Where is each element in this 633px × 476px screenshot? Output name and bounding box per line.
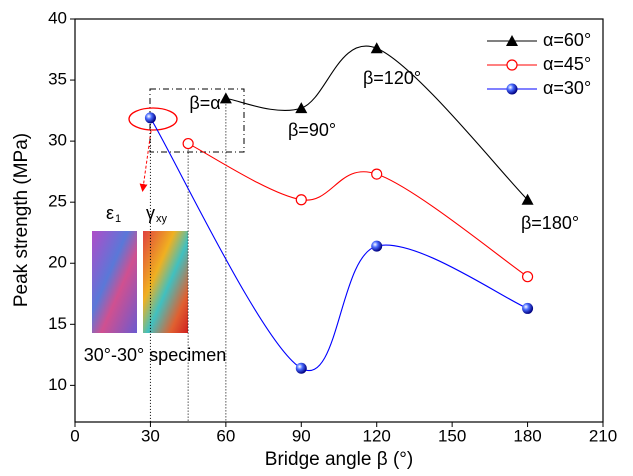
y-tick-label: 30 — [48, 131, 67, 150]
y-tick-label: 20 — [48, 253, 67, 272]
annotation: xy — [156, 213, 168, 225]
data-point — [296, 195, 306, 205]
data-point — [522, 303, 533, 314]
x-tick-label: 120 — [363, 426, 391, 445]
strain-image — [92, 231, 137, 333]
annotation: ε — [106, 203, 114, 223]
data-point — [183, 139, 193, 149]
data-point — [523, 272, 533, 282]
data-point — [372, 169, 382, 179]
data-point — [295, 102, 307, 113]
annotation: β=120° — [363, 68, 421, 88]
annotation: β=90° — [288, 120, 336, 140]
series-line — [188, 144, 527, 277]
legend-marker — [507, 60, 517, 70]
y-tick-label: 35 — [48, 70, 67, 89]
chart: ε 1 γ xy 30°-30° specimen β=α β=90° β=12… — [0, 0, 633, 471]
legend-marker — [507, 84, 518, 95]
annotation: 1 — [115, 213, 121, 225]
annotation: β=180° — [521, 213, 579, 233]
annotation: β=α — [189, 93, 220, 113]
y-axis-label: Peak strength (MPa) — [11, 133, 32, 307]
data-point — [371, 241, 382, 252]
x-tick-label: 210 — [589, 426, 617, 445]
y-tick-label: 15 — [48, 314, 67, 333]
y-tick-label: 25 — [48, 192, 67, 211]
x-tick-label: 0 — [70, 426, 79, 445]
data-point — [145, 112, 156, 123]
series-line — [150, 118, 527, 371]
x-tick-label: 30 — [141, 426, 160, 445]
data-point — [296, 363, 307, 374]
annotation: 30°-30° specimen — [84, 345, 226, 365]
legend-label: α=60° — [543, 30, 591, 50]
strain-image — [143, 231, 188, 333]
y-tick-label: 10 — [48, 375, 67, 394]
data-point — [220, 92, 232, 103]
x-axis-label: Bridge angle β (°) — [265, 449, 413, 470]
data-point — [371, 42, 383, 53]
x-tick-label: 150 — [438, 426, 466, 445]
x-tick-label: 60 — [216, 426, 235, 445]
legend-label: α=30° — [543, 78, 591, 98]
x-tick-label: 180 — [513, 426, 541, 445]
x-tick-label: 90 — [292, 426, 311, 445]
y-tick-label: 40 — [48, 8, 67, 27]
legend-label: α=45° — [543, 54, 591, 74]
